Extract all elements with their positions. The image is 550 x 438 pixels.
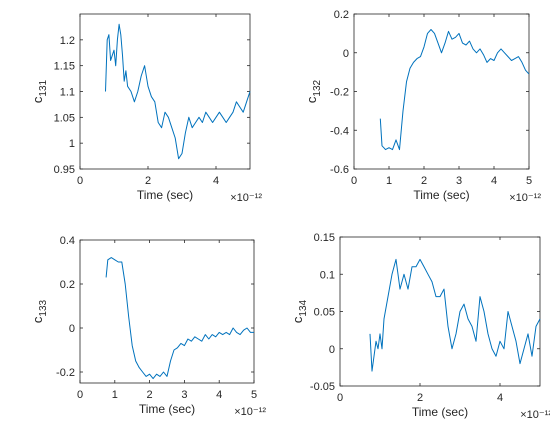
chart-panel-1: 0 2 4 0.95 1 1.05 1.1 1.15 1.2 Time (sec) ×10⁻¹² c1… (30, 13, 262, 204)
y-tick-label: 0.1 (320, 269, 335, 281)
x-tick-label: 4 (213, 175, 219, 187)
y-axis-label-subscript: 131 (38, 79, 49, 96)
y-axis-label: c131 (30, 79, 49, 103)
x-tick-label: 2 (421, 175, 427, 187)
y-tick-label: 1.05 (54, 112, 75, 124)
y-tick-label: 0.4 (60, 235, 75, 247)
y-axis-label-subscript: 134 (298, 299, 309, 316)
x-tick-label: 5 (251, 389, 257, 401)
x-tick-label: 0 (337, 392, 343, 404)
x-exponent-label: ×10⁻¹² (230, 192, 262, 204)
x-exponent-label: ×10⁻¹² (520, 409, 550, 421)
x-tick-label: 0 (77, 175, 83, 187)
x-tick-label: 2 (145, 175, 151, 187)
axes-box (79, 13, 251, 170)
series-line (369, 258, 541, 372)
x-axis-label: Time (sec) (139, 402, 195, 416)
x-tick-label: 0 (77, 389, 83, 401)
y-tick-label: 0 (69, 323, 75, 335)
y-tick-label: 1.2 (60, 35, 75, 47)
chart-panel-2: 0 1 2 3 4 5 -0.6 -0.4 -0.2 0 0.2 Time (sec) ×10⁻¹² c1… (304, 9, 541, 204)
series-line (105, 257, 254, 380)
x-tick-label: 1 (112, 389, 118, 401)
y-tick-label: -0.2 (330, 87, 349, 99)
series-line (105, 23, 251, 160)
x-tick-label: 5 (526, 175, 532, 187)
y-tick-label: 0.2 (60, 279, 75, 291)
axes-box (79, 239, 255, 384)
x-tick-label: 3 (181, 389, 187, 401)
x-tick-label: 4 (497, 392, 503, 404)
y-tick-label: 0 (329, 344, 335, 356)
x-tick-label: 3 (456, 175, 462, 187)
x-tick-label: 2 (417, 392, 423, 404)
y-tick-label: 0.95 (54, 164, 75, 176)
y-axis-label-base: c (304, 96, 319, 103)
y-tick-label: 1.1 (60, 87, 75, 99)
y-tick-label: 0.05 (314, 307, 335, 319)
x-exponent-label: ×10⁻¹² (234, 406, 266, 418)
y-axis-label-base: c (30, 96, 45, 103)
x-axis-label: Time (sec) (413, 188, 469, 202)
y-tick-label: -0.05 (310, 381, 335, 393)
series-line (379, 29, 530, 151)
y-tick-label: 1 (69, 138, 75, 150)
y-axis-label-subscript: 133 (38, 299, 49, 316)
y-axis-label-subscript: 132 (312, 79, 323, 96)
x-exponent-label: ×10⁻¹² (509, 192, 541, 204)
y-axis-label-base: c (290, 316, 305, 323)
y-tick-label: -0.4 (330, 125, 349, 137)
y-tick-label: -0.2 (56, 367, 75, 379)
y-axis-label: c134 (290, 299, 309, 323)
y-tick-label: 0.2 (334, 9, 349, 21)
x-tick-label: 2 (147, 389, 153, 401)
x-axis-label: Time (sec) (137, 188, 193, 202)
x-tick-label: 0 (351, 175, 357, 187)
x-tick-label: 1 (386, 175, 392, 187)
y-axis-label-base: c (30, 316, 45, 323)
axes-box (353, 13, 530, 170)
y-tick-label: 0 (343, 48, 349, 60)
axes-box (339, 236, 541, 387)
y-axis-label: c132 (304, 79, 323, 103)
y-axis-label: c133 (30, 299, 49, 323)
x-tick-label: 4 (491, 175, 497, 187)
y-tick-label: -0.6 (330, 164, 349, 176)
x-tick-label: 4 (216, 389, 222, 401)
x-axis-label: Time (sec) (412, 405, 468, 419)
y-tick-label: 0.15 (314, 232, 335, 244)
y-tick-label: 1.15 (54, 61, 75, 73)
